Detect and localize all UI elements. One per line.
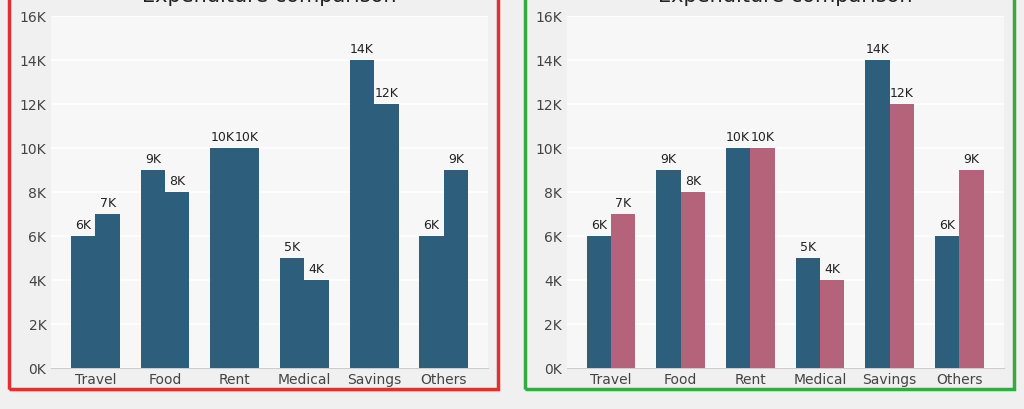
Text: 10K: 10K bbox=[234, 131, 259, 144]
Text: 14K: 14K bbox=[350, 43, 374, 56]
Text: 6K: 6K bbox=[424, 219, 439, 232]
Text: 9K: 9K bbox=[447, 153, 464, 166]
Bar bbox=[796, 258, 820, 368]
Text: 9K: 9K bbox=[145, 153, 161, 166]
Text: 4K: 4K bbox=[308, 263, 325, 276]
Bar bbox=[865, 61, 890, 368]
Bar bbox=[281, 258, 304, 368]
Bar bbox=[890, 104, 914, 368]
Bar bbox=[71, 236, 95, 368]
Title: Expenditure comparison: Expenditure comparison bbox=[142, 0, 397, 7]
Bar bbox=[959, 170, 984, 368]
Bar bbox=[611, 214, 635, 368]
Text: 5K: 5K bbox=[285, 241, 300, 254]
Text: 6K: 6K bbox=[939, 219, 955, 232]
Title: Expenditure comparison: Expenditure comparison bbox=[657, 0, 912, 7]
Text: 9K: 9K bbox=[964, 153, 980, 166]
Text: 4K: 4K bbox=[824, 263, 840, 276]
Bar bbox=[935, 236, 959, 368]
Text: 9K: 9K bbox=[660, 153, 677, 166]
Bar bbox=[210, 148, 234, 368]
Bar bbox=[374, 104, 398, 368]
Text: 14K: 14K bbox=[865, 43, 890, 56]
Bar bbox=[751, 148, 774, 368]
Text: 12K: 12K bbox=[375, 88, 398, 100]
Text: 5K: 5K bbox=[800, 241, 816, 254]
Bar bbox=[95, 214, 120, 368]
Text: 8K: 8K bbox=[169, 175, 185, 188]
Text: 10K: 10K bbox=[751, 131, 774, 144]
Bar bbox=[656, 170, 681, 368]
Bar bbox=[681, 192, 705, 368]
Bar bbox=[420, 236, 443, 368]
Text: 6K: 6K bbox=[75, 219, 91, 232]
Text: 7K: 7K bbox=[99, 197, 116, 210]
Bar bbox=[234, 148, 259, 368]
Bar bbox=[350, 61, 374, 368]
Bar bbox=[726, 148, 751, 368]
Text: 8K: 8K bbox=[685, 175, 700, 188]
Bar bbox=[443, 170, 468, 368]
Bar bbox=[304, 280, 329, 368]
Text: 10K: 10K bbox=[726, 131, 750, 144]
Bar bbox=[587, 236, 611, 368]
Bar bbox=[140, 170, 165, 368]
Text: 6K: 6K bbox=[591, 219, 607, 232]
Text: 12K: 12K bbox=[890, 88, 913, 100]
Text: 7K: 7K bbox=[615, 197, 631, 210]
Bar bbox=[820, 280, 845, 368]
Text: 10K: 10K bbox=[211, 131, 234, 144]
Bar bbox=[165, 192, 189, 368]
